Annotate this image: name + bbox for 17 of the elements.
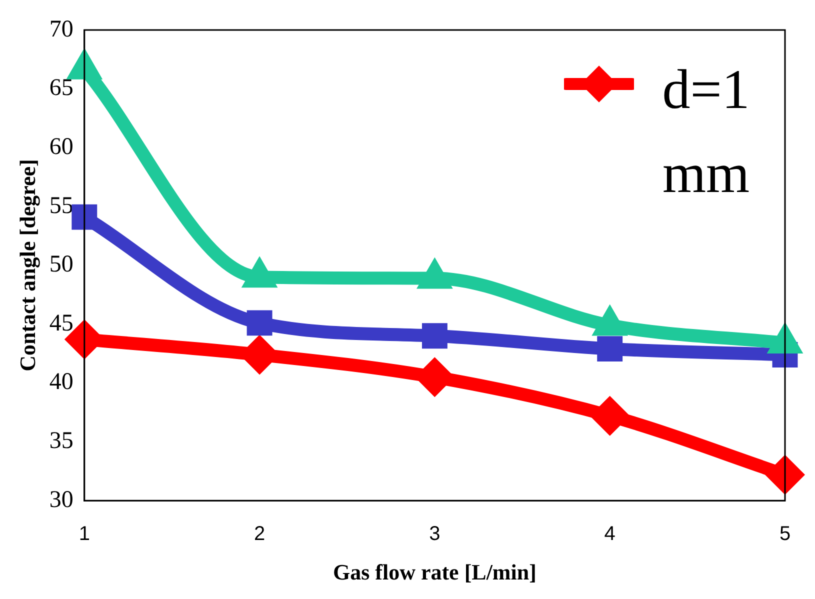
- x-tick-label: 4: [604, 523, 616, 546]
- y-tick-label: 60: [49, 134, 74, 160]
- x-tick-label: 5: [779, 523, 791, 546]
- x-tick-label: 2: [254, 523, 266, 546]
- y-tick-label: 55: [49, 192, 74, 219]
- y-tick-label: 40: [49, 369, 74, 396]
- y-tick-label: 35: [49, 428, 74, 454]
- legend-label: d=1 mm: [661, 58, 751, 207]
- x-tick-label: 3: [429, 523, 440, 546]
- y-tick-label: 65: [49, 75, 74, 102]
- y-tick-label: 50: [49, 252, 74, 278]
- y-tick-label: 70: [49, 16, 74, 42]
- y-tick-label: 45: [49, 310, 74, 336]
- x-tick-label: 1: [78, 523, 90, 546]
- x-axis-title: Gas flow rate [L/min]: [332, 559, 536, 584]
- y-tick-label: 30: [49, 486, 74, 513]
- y-axis-title: Contact angle [degree]: [14, 159, 40, 372]
